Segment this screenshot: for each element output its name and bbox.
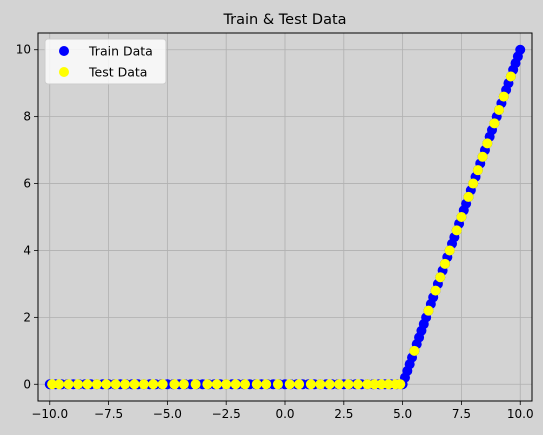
x-tick-label: 2.5	[334, 407, 353, 421]
y-tick-label: 4	[23, 243, 31, 257]
test-point	[202, 379, 213, 390]
y-tick-label: 0	[23, 377, 31, 391]
test-point	[261, 379, 272, 390]
test-point	[498, 91, 509, 102]
y-axis: 0 2 4 6 8 10	[16, 43, 38, 391]
test-series	[47, 71, 516, 390]
y-tick-label: 8	[23, 110, 31, 124]
test-point	[383, 379, 394, 390]
test-point	[472, 165, 483, 176]
x-tick-label: 7.5	[452, 407, 471, 421]
test-point	[369, 379, 380, 390]
test-point	[138, 379, 149, 390]
test-point	[240, 379, 251, 390]
test-point	[54, 379, 65, 390]
test-point	[334, 379, 345, 390]
test-point	[409, 345, 420, 356]
x-tick-label: −5.0	[153, 407, 182, 421]
test-point	[63, 379, 74, 390]
test-point	[456, 212, 467, 222]
test-point	[251, 379, 262, 390]
y-tick-label: 6	[23, 177, 31, 191]
test-point	[505, 71, 516, 82]
test-point	[468, 178, 479, 189]
test-point	[101, 379, 112, 390]
test-point	[91, 379, 102, 390]
test-point	[423, 305, 434, 316]
test-point	[305, 379, 316, 390]
test-point	[451, 225, 462, 236]
chart-title: Train & Test Data	[222, 12, 346, 28]
test-point	[463, 191, 474, 202]
legend-train-label: Train Data	[88, 44, 153, 59]
test-point	[489, 118, 500, 129]
test-point	[178, 379, 189, 390]
x-tick-label: 10.0	[507, 407, 534, 421]
test-point	[362, 379, 373, 390]
legend: Train Data Test Data	[44, 38, 167, 85]
test-point	[315, 379, 326, 390]
test-point	[494, 104, 505, 115]
legend-train-marker	[59, 46, 69, 56]
x-axis: −10.0 −7.5 −5.0 −2.5 0.0 2.5 5.0 7.5 10.0	[31, 401, 534, 421]
test-point	[47, 379, 58, 390]
test-point	[439, 258, 450, 269]
test-point	[482, 138, 493, 149]
test-point	[294, 379, 305, 390]
x-tick-label: −2.5	[212, 407, 241, 421]
test-point	[477, 151, 488, 162]
test-point	[430, 285, 441, 296]
test-point	[343, 379, 354, 390]
test-point	[211, 379, 222, 390]
y-tick-label: 10	[16, 43, 31, 57]
train-point	[515, 44, 526, 55]
test-point	[72, 379, 83, 390]
test-point	[129, 379, 140, 390]
legend-test-marker	[59, 67, 69, 77]
x-tick-label: −10.0	[31, 407, 68, 421]
test-point	[376, 379, 387, 390]
test-point	[444, 245, 455, 256]
test-point	[230, 379, 241, 390]
test-point	[82, 379, 93, 390]
plot-area	[37, 32, 533, 402]
test-point	[120, 379, 131, 390]
legend-box	[44, 38, 167, 85]
test-point	[395, 379, 406, 390]
legend-test-label: Test Data	[88, 65, 147, 80]
x-tick-label: −7.5	[94, 407, 123, 421]
test-point	[110, 379, 121, 390]
test-point	[272, 379, 283, 390]
test-point	[169, 379, 180, 390]
y-tick-label: 2	[23, 310, 31, 324]
test-point	[352, 379, 363, 390]
test-point	[157, 379, 168, 390]
test-point	[284, 379, 295, 390]
test-point	[148, 379, 159, 390]
x-tick-label: 0.0	[275, 407, 294, 421]
test-point	[221, 379, 232, 390]
test-point	[190, 379, 201, 390]
test-point	[435, 272, 446, 283]
x-tick-label: 5.0	[393, 407, 412, 421]
test-point	[324, 379, 335, 390]
